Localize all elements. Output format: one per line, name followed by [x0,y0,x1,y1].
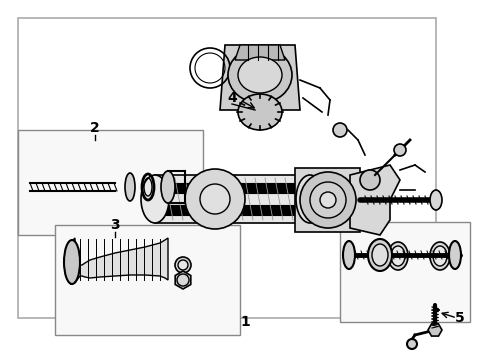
Ellipse shape [64,240,80,284]
Bar [18,130,203,235]
Bar [339,222,469,322]
Ellipse shape [390,246,404,266]
Circle shape [309,182,346,218]
Ellipse shape [227,47,291,103]
Circle shape [319,192,335,208]
Ellipse shape [342,241,354,269]
Polygon shape [235,45,285,60]
Ellipse shape [387,242,407,270]
Circle shape [332,123,346,137]
Text: 5: 5 [454,311,464,325]
Circle shape [177,274,189,286]
Text: 4: 4 [226,91,236,105]
Ellipse shape [175,257,191,273]
Ellipse shape [178,260,187,270]
Ellipse shape [429,242,449,270]
Polygon shape [155,175,309,223]
Polygon shape [70,238,168,284]
Ellipse shape [141,175,169,223]
Ellipse shape [161,171,175,203]
Ellipse shape [367,239,391,271]
Ellipse shape [125,173,135,201]
Circle shape [359,170,379,190]
Circle shape [406,339,416,349]
Polygon shape [220,45,299,110]
Ellipse shape [295,175,324,223]
Bar [18,18,435,318]
Polygon shape [349,165,399,235]
Circle shape [393,144,405,156]
Circle shape [299,172,355,228]
Text: 1: 1 [240,315,249,329]
Ellipse shape [238,57,282,93]
Polygon shape [175,271,190,289]
Ellipse shape [371,244,387,266]
Ellipse shape [448,241,460,269]
Polygon shape [427,324,441,336]
Ellipse shape [432,246,446,266]
Ellipse shape [238,94,282,130]
Text: 3: 3 [110,218,120,232]
Circle shape [200,184,229,214]
Ellipse shape [184,169,244,229]
Polygon shape [294,168,359,232]
Ellipse shape [429,190,441,210]
Text: 2: 2 [90,121,100,135]
Bar [55,225,240,335]
